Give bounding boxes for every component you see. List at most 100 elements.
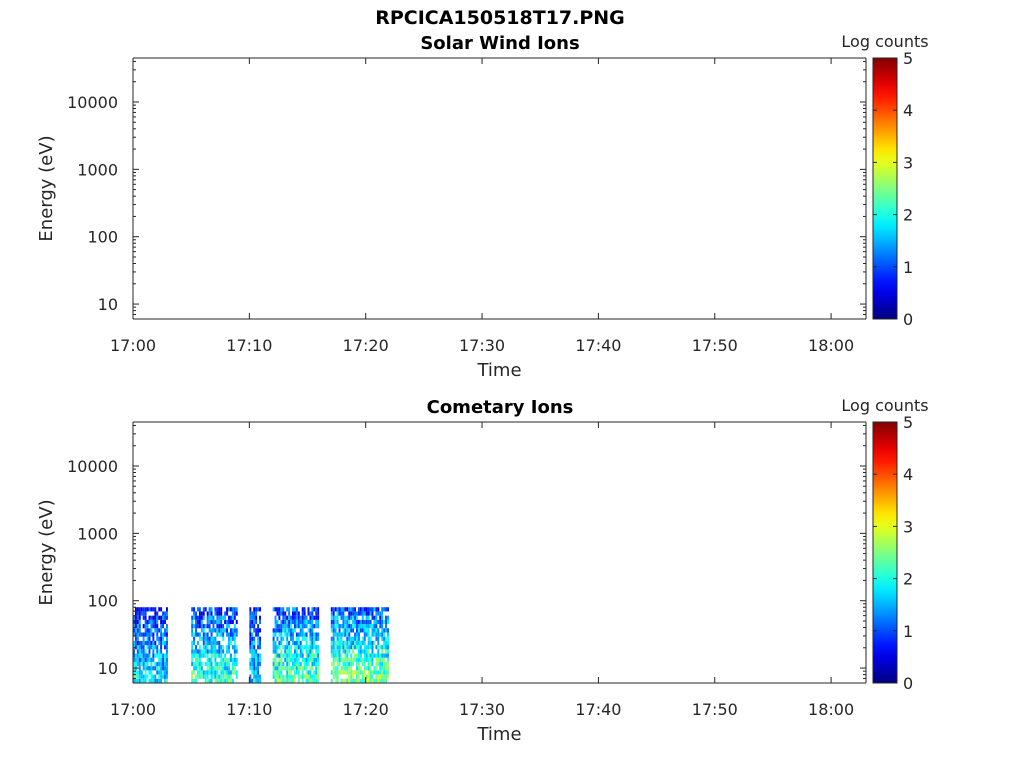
- heatmap-cell: [158, 649, 161, 654]
- heatmap-cell: [154, 674, 157, 679]
- x-tick-label: 17:30: [459, 700, 505, 719]
- heatmap-cell: [290, 632, 293, 637]
- heatmap-cell: [288, 611, 291, 616]
- heatmap-cell: [208, 611, 211, 616]
- heatmap-cell: [274, 661, 277, 667]
- heatmap-cell: [282, 611, 285, 616]
- heatmap-cell: [216, 611, 219, 616]
- heatmap-cell: [191, 661, 194, 667]
- heatmap-cell: [224, 670, 227, 675]
- heatmap-cell: [212, 640, 215, 646]
- heatmap-cell: [255, 653, 258, 658]
- heatmap-cell: [235, 645, 238, 650]
- heatmap-cell: [191, 674, 194, 679]
- heatmap-cell: [344, 666, 347, 671]
- heatmap-cell: [142, 657, 145, 662]
- heatmap-cell: [152, 653, 155, 658]
- heatmap-cell: [191, 640, 194, 646]
- heatmap-cell: [295, 670, 298, 675]
- heatmap-cell: [228, 624, 230, 629]
- heatmap-cell: [216, 628, 219, 633]
- heatmap-cell: [257, 674, 260, 679]
- y-tick-label: 1000: [77, 524, 118, 543]
- heatmap-cell: [375, 619, 378, 625]
- colorbar-gradient: [872, 421, 898, 684]
- heatmap-cell: [229, 607, 232, 612]
- heatmap-cell: [305, 661, 308, 667]
- x-tick-label: 17:20: [343, 336, 389, 355]
- heatmap-cell: [136, 632, 139, 637]
- heatmap-cell: [196, 619, 199, 625]
- heatmap-cell: [288, 607, 291, 612]
- heatmap-cell: [148, 619, 151, 625]
- heatmap-cell: [385, 670, 388, 675]
- heatmap-cell: [152, 619, 155, 625]
- heatmap-cell: [253, 615, 256, 620]
- heatmap-cell: [229, 653, 232, 658]
- heatmap-cell: [156, 678, 159, 683]
- heatmap-cell: [387, 632, 389, 637]
- heatmap-cell: [387, 657, 389, 662]
- heatmap-cell: [235, 619, 238, 625]
- heatmap-cell: [346, 636, 349, 641]
- heatmap-cell: [150, 607, 153, 612]
- heatmap-cell: [202, 632, 205, 637]
- heatmap-cell: [144, 624, 147, 629]
- heatmap-cell: [148, 670, 151, 675]
- heatmap-cell: [309, 628, 312, 633]
- heatmap-cell: [164, 632, 166, 637]
- heatmap-cell: [357, 649, 360, 654]
- heatmap-cell: [212, 615, 215, 620]
- heatmap-cell: [206, 611, 209, 616]
- heatmap-cell: [202, 645, 205, 650]
- heatmap-cell: [311, 628, 314, 633]
- heatmap-cell: [348, 674, 351, 679]
- heatmap-cell: [344, 661, 347, 667]
- heatmap-cell: [259, 619, 261, 625]
- heatmap-cell: [257, 661, 260, 667]
- heatmap-cell: [133, 649, 135, 654]
- heatmap-cell: [377, 632, 380, 637]
- heatmap-cell: [146, 666, 149, 671]
- heatmap-cell: [233, 632, 236, 637]
- heatmap-cell: [233, 640, 236, 646]
- heatmap-cell: [210, 628, 213, 633]
- heatmap-cell: [297, 657, 300, 662]
- heatmap-cell: [195, 632, 197, 637]
- heatmap-cell: [226, 611, 229, 616]
- heatmap-cell: [154, 607, 157, 612]
- heatmap-cell: [338, 653, 341, 658]
- heatmap-cell: [160, 661, 163, 667]
- heatmap-cell: [354, 632, 356, 637]
- heatmap-cell: [315, 649, 318, 654]
- heatmap-cell: [195, 628, 197, 633]
- heatmap-cell: [220, 674, 223, 679]
- heatmap-cell: [152, 636, 155, 641]
- heatmap-cell: [224, 619, 227, 625]
- heatmap-cell: [334, 666, 337, 671]
- heatmap-cell: [307, 645, 310, 650]
- heatmap-cell: [315, 670, 318, 675]
- heatmap-cell: [280, 674, 283, 679]
- heatmap-cell: [152, 674, 155, 679]
- heatmap-cell: [383, 632, 386, 637]
- heatmap-cell: [152, 657, 155, 662]
- heatmap-cell: [303, 611, 306, 616]
- heatmap-cell: [336, 666, 339, 671]
- heatmap-cell: [348, 619, 351, 625]
- heatmap-cell: [257, 678, 260, 683]
- heatmap-cell: [150, 674, 153, 679]
- heatmap-cell: [346, 661, 349, 667]
- heatmap-cell: [235, 632, 238, 637]
- heatmap-cell: [162, 615, 165, 620]
- heatmap-cell: [357, 624, 360, 629]
- heatmap-cell: [350, 661, 353, 667]
- panel-1: 17:00 17:10 17:20 17:30 17:40 17:50 18:0010100…: [36, 396, 929, 745]
- heatmap-cell: [133, 674, 135, 679]
- heatmap-cell: [202, 628, 205, 633]
- heatmap-cell: [387, 661, 389, 667]
- heatmap-cell: [276, 674, 279, 679]
- heatmap-cell: [334, 674, 337, 679]
- heatmap-cell: [276, 619, 279, 625]
